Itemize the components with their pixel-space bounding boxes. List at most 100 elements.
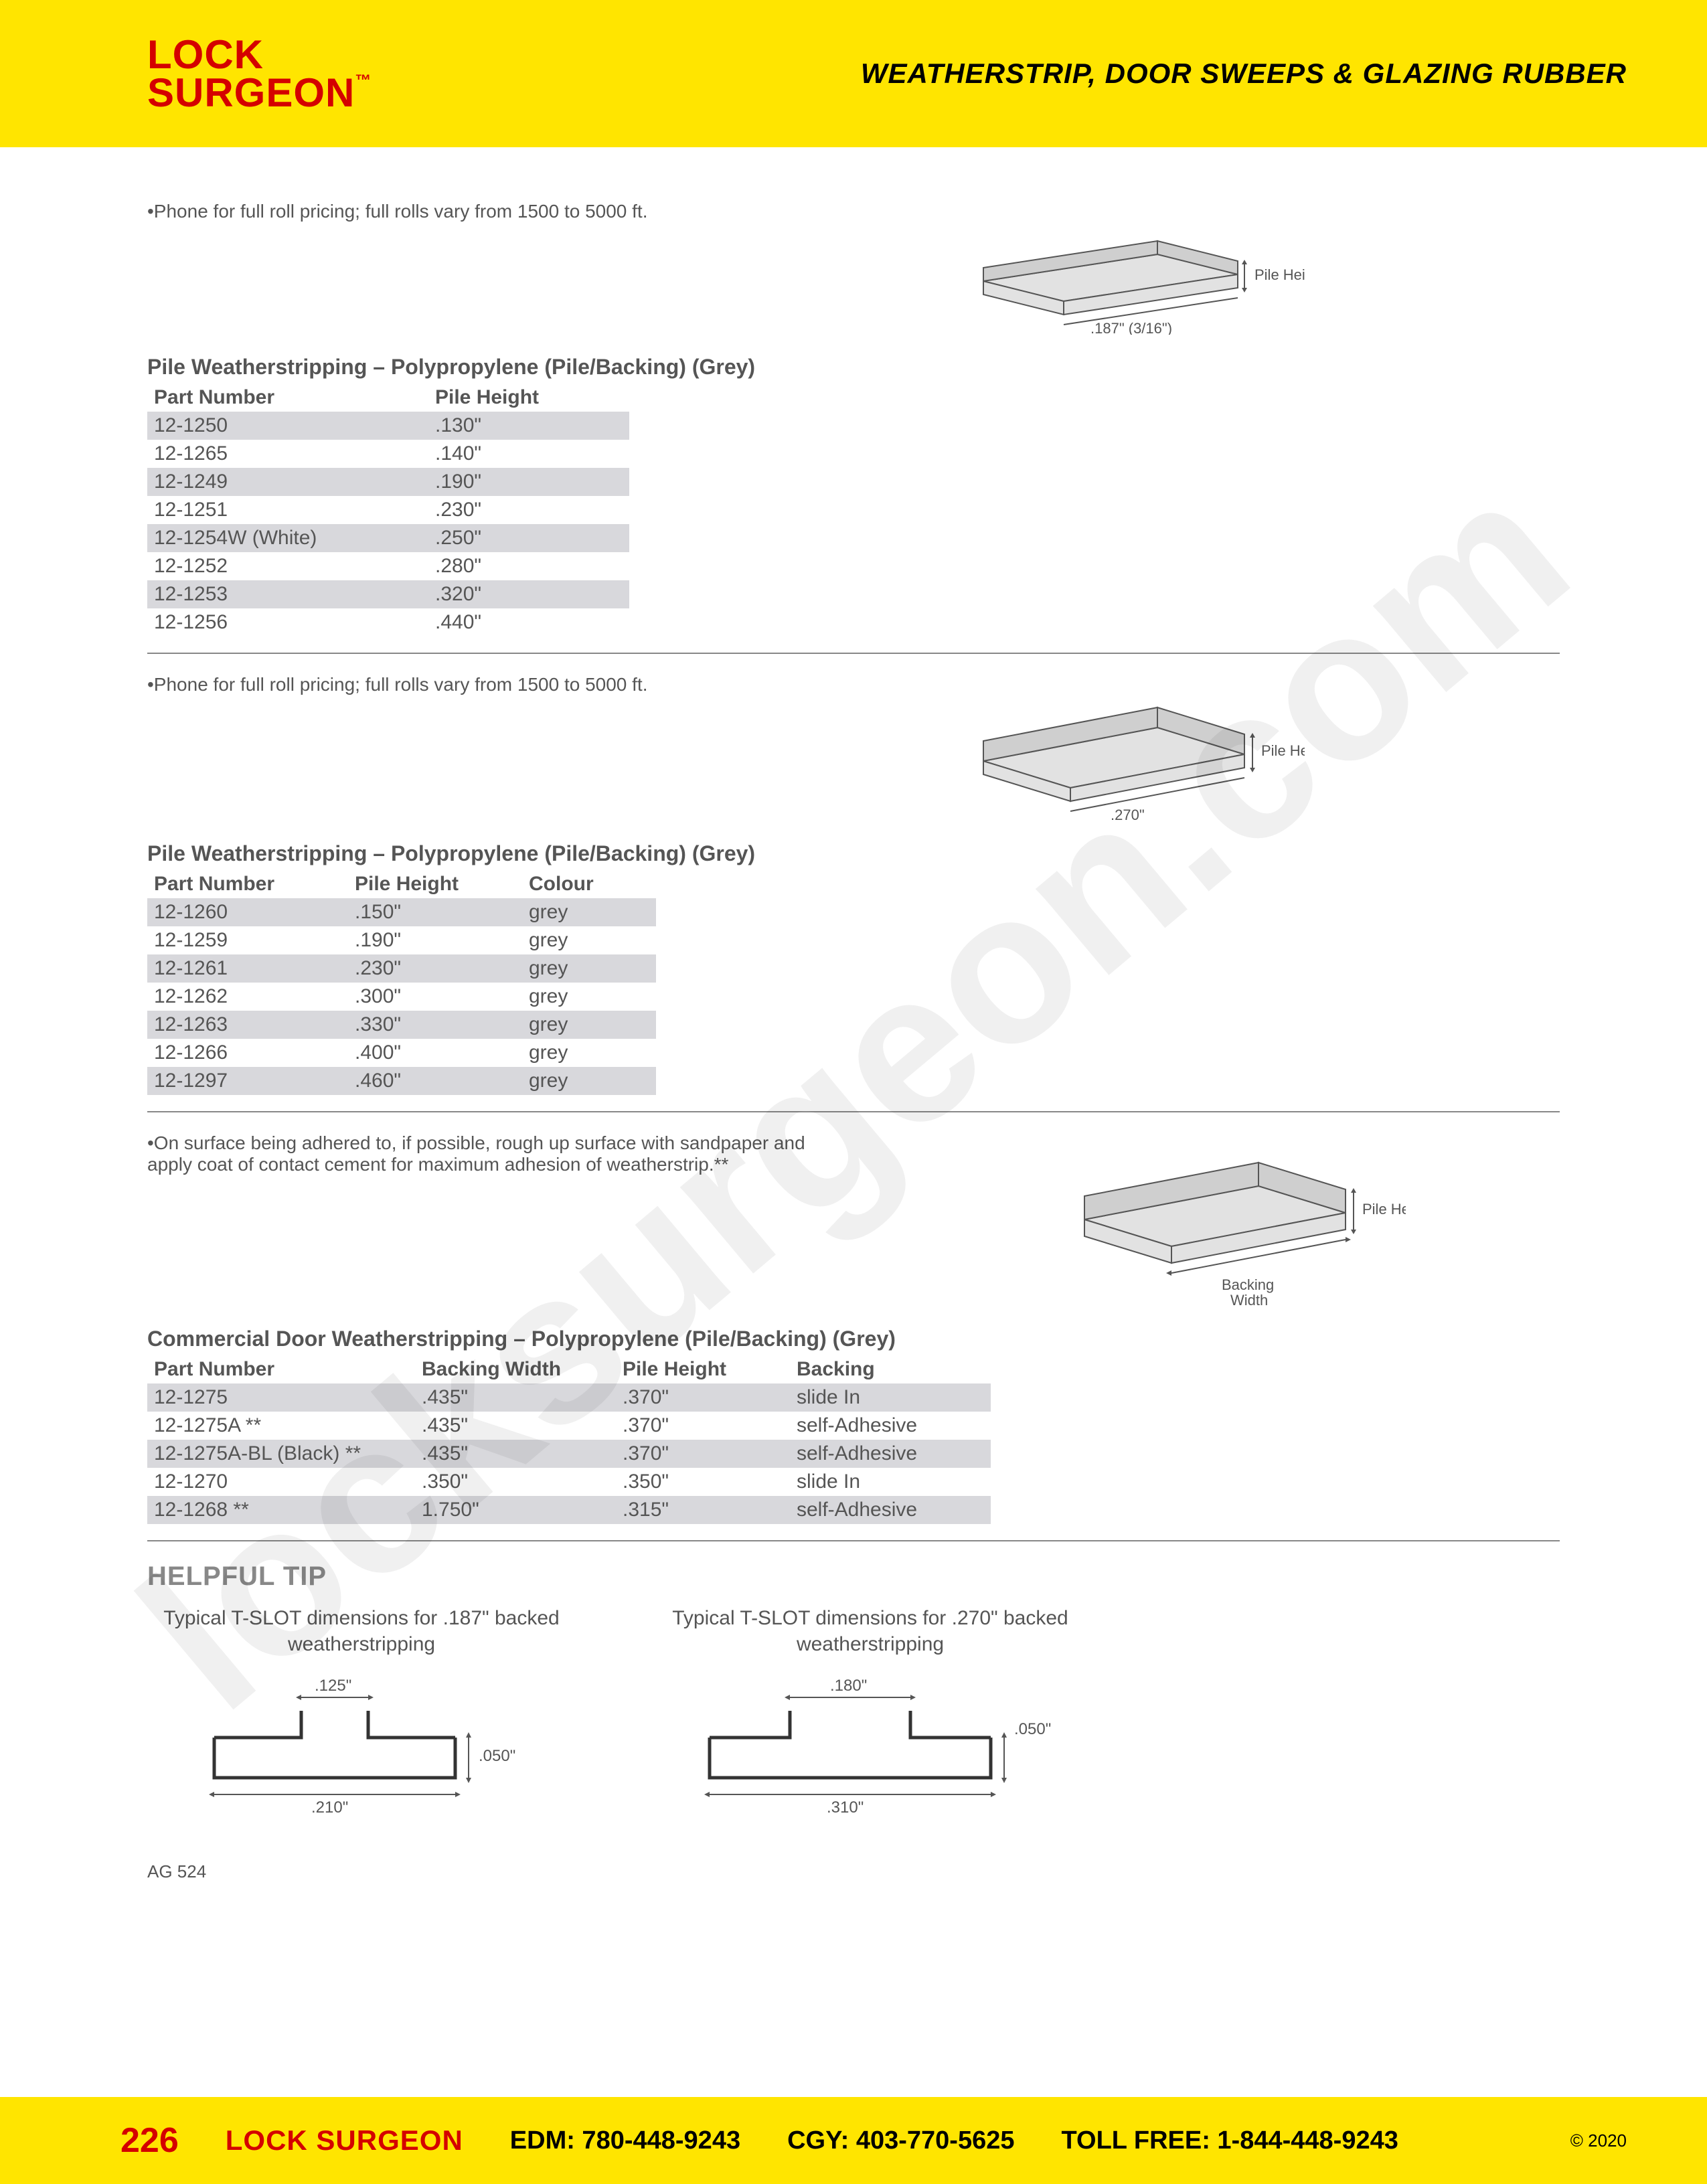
logo-line1: LOCK	[147, 35, 372, 74]
svg-text:Width: Width	[1230, 1292, 1268, 1307]
table-cell: self-Adhesive	[790, 1412, 991, 1440]
svg-text:.210": .210"	[311, 1798, 348, 1817]
table-row: 12-1260.150"grey	[147, 898, 656, 926]
table-cell: .435"	[415, 1383, 616, 1412]
table-cell: grey	[522, 983, 656, 1011]
diagram-1: Pile Height .187" (3/16")	[957, 201, 1305, 335]
table-cell: 12-1268 **	[147, 1496, 415, 1524]
svg-text:Pile Height: Pile Height	[1261, 742, 1305, 759]
footer-toll: TOLL FREE: 1-844-448-9243	[1061, 2126, 1398, 2155]
table-header: Pile Height	[616, 1355, 790, 1383]
svg-text:.187" (3/16"): .187" (3/16")	[1090, 320, 1172, 335]
table-cell: 12-1265	[147, 440, 428, 468]
svg-text:Backing: Backing	[1222, 1276, 1274, 1293]
diagram-3: Pile Height Backing Width	[1058, 1132, 1406, 1307]
table-cell: 1.750"	[415, 1496, 616, 1524]
table-cell: .350"	[616, 1468, 790, 1496]
table-cell: grey	[522, 1011, 656, 1039]
table-row: 12-1262.300"grey	[147, 983, 656, 1011]
table-3: Part NumberBacking WidthPile HeightBacki…	[147, 1355, 991, 1524]
table-cell: slide In	[790, 1468, 991, 1496]
table-cell: .250"	[428, 524, 629, 552]
table-cell: 12-1275A **	[147, 1412, 415, 1440]
table-cell: 12-1297	[147, 1067, 348, 1095]
table-cell: grey	[522, 898, 656, 926]
table-cell: .330"	[348, 1011, 522, 1039]
svg-text:Pile Height: Pile Height	[1362, 1201, 1406, 1217]
table-row: 12-1275A-BL (Black) **.435".370"self-Adh…	[147, 1440, 991, 1468]
divider-3	[147, 1540, 1560, 1541]
table-cell: .440"	[428, 608, 629, 637]
footer-copyright: © 2020	[1570, 2130, 1627, 2151]
table-header: Backing	[790, 1355, 991, 1383]
table-cell: .435"	[415, 1440, 616, 1468]
svg-text:Pile Height: Pile Height	[1254, 266, 1305, 283]
logo: LOCK SURGEON	[147, 35, 372, 112]
table-row: 12-1270.350".350"slide In	[147, 1468, 991, 1496]
page-title: WEATHERSTRIP, DOOR SWEEPS & GLAZING RUBB…	[861, 58, 1627, 90]
footer-cgy: CGY: 403-770-5625	[787, 2126, 1014, 2155]
page-number: 226	[120, 2120, 179, 2161]
table-cell: 12-1275A-BL (Black) **	[147, 1440, 415, 1468]
table-row: 12-1252.280"	[147, 552, 629, 580]
footer-brand: LOCK SURGEON	[226, 2124, 463, 2157]
table-row: 12-1253.320"	[147, 580, 629, 608]
table-cell: 12-1259	[147, 926, 348, 954]
note-1: •Phone for full roll pricing; full rolls…	[147, 201, 647, 222]
table-cell: .300"	[348, 983, 522, 1011]
table-header: Part Number	[147, 384, 428, 412]
svg-text:.125": .125"	[315, 1677, 351, 1695]
table-cell: self-Adhesive	[790, 1440, 991, 1468]
table3-title: Commercial Door Weatherstripping – Polyp…	[147, 1327, 1560, 1351]
table-cell: .315"	[616, 1496, 790, 1524]
table-row: 12-1265.140"	[147, 440, 629, 468]
divider-2	[147, 1111, 1560, 1112]
table-row: 12-1254W (White).250"	[147, 524, 629, 552]
table-header: Colour	[522, 870, 656, 898]
table-cell: 12-1261	[147, 954, 348, 983]
table-row: 12-1249.190"	[147, 468, 629, 496]
page-body: •Phone for full roll pricing; full rolls…	[0, 147, 1707, 1909]
svg-text:.310": .310"	[827, 1798, 864, 1817]
table-cell: 12-1253	[147, 580, 428, 608]
table-cell: 12-1249	[147, 468, 428, 496]
table-cell: .370"	[616, 1440, 790, 1468]
table-cell: .280"	[428, 552, 629, 580]
table-row: 12-1275.435".370"slide In	[147, 1383, 991, 1412]
table-cell: 12-1252	[147, 552, 428, 580]
table-header: Part Number	[147, 870, 348, 898]
table-1: Part NumberPile Height12-1250.130"12-126…	[147, 384, 629, 637]
table-cell: .370"	[616, 1412, 790, 1440]
svg-text:.050": .050"	[1014, 1720, 1051, 1738]
table-cell: .140"	[428, 440, 629, 468]
table-cell: .370"	[616, 1383, 790, 1412]
table-2: Part NumberPile HeightColour12-1260.150"…	[147, 870, 656, 1095]
table-cell: 12-1262	[147, 983, 348, 1011]
tip-2: Typical T-SLOT dimensions for .270" back…	[656, 1605, 1084, 1821]
footer-bar: 226 LOCK SURGEON EDM: 780-448-9243 CGY: …	[0, 2097, 1707, 2184]
table-cell: .190"	[348, 926, 522, 954]
table-cell: .130"	[428, 412, 629, 440]
divider-1	[147, 653, 1560, 654]
table-cell: .230"	[348, 954, 522, 983]
table-cell: 12-1263	[147, 1011, 348, 1039]
table-header: Backing Width	[415, 1355, 616, 1383]
table-row: 12-1250.130"	[147, 412, 629, 440]
table-row: 12-1261.230"grey	[147, 954, 656, 983]
table-cell: slide In	[790, 1383, 991, 1412]
table-cell: 12-1254W (White)	[147, 524, 428, 552]
table-cell: .150"	[348, 898, 522, 926]
table-cell: self-Adhesive	[790, 1496, 991, 1524]
table-cell: 12-1260	[147, 898, 348, 926]
table-cell: 12-1275	[147, 1383, 415, 1412]
table2-title: Pile Weatherstripping – Polypropylene (P…	[147, 841, 1560, 866]
table-row: 12-1259.190"grey	[147, 926, 656, 954]
tslot-diagram-2: .180" .050" .310"	[656, 1671, 1084, 1818]
svg-text:.270": .270"	[1111, 807, 1145, 821]
note-2: •Phone for full roll pricing; full rolls…	[147, 674, 647, 695]
table-row: 12-1256.440"	[147, 608, 629, 637]
svg-text:.180": .180"	[830, 1677, 867, 1695]
tslot-diagram-1: .125" .050" .210"	[147, 1671, 576, 1818]
tip2-label: Typical T-SLOT dimensions for .270" back…	[656, 1605, 1084, 1657]
table-row: 12-1251.230"	[147, 496, 629, 524]
